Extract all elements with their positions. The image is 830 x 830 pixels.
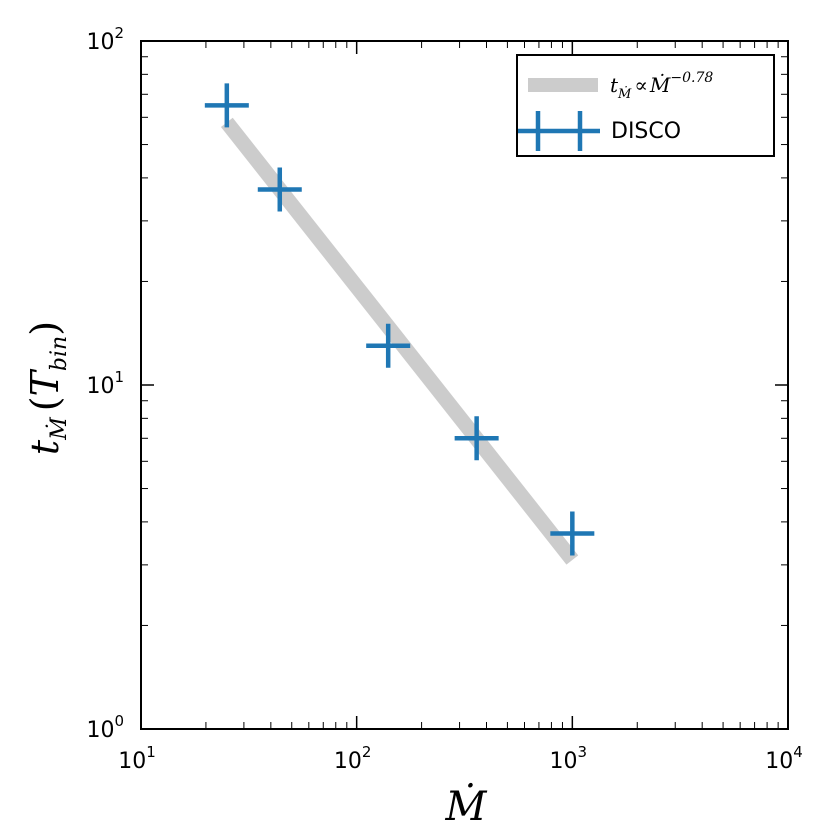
data-point xyxy=(366,323,411,368)
x-tick-label: 102 xyxy=(334,743,372,774)
y-tick-labels: 100 101 102 xyxy=(86,24,124,743)
y-tick-label: 102 xyxy=(86,24,124,55)
legend-series-label: DISCO xyxy=(611,119,681,144)
legend-fit-sub: Ṁ xyxy=(617,85,632,102)
plot-content xyxy=(204,83,595,565)
y-label-T: T xyxy=(23,368,67,396)
x-tick-label: 103 xyxy=(550,743,588,774)
y-label-T-sub: bin xyxy=(47,336,72,371)
y-label-t: t xyxy=(23,439,67,455)
x-axis-title: Ṁ xyxy=(445,783,488,830)
y-tick-label: 100 xyxy=(86,712,124,743)
legend-box xyxy=(516,54,775,157)
x-axis-label: Ṁ xyxy=(445,783,488,830)
legend-series-swatch xyxy=(518,111,600,151)
legend: tṀ ∝ Ṁ−0.78 DISCO xyxy=(516,54,775,157)
x-tick-labels: 101 102 103 104 xyxy=(118,743,803,774)
y-label-paren-close: ) xyxy=(23,321,67,336)
y-tick-label: 101 xyxy=(86,368,124,399)
legend-fit-exp: −0.78 xyxy=(670,70,713,86)
x-tick-label: 101 xyxy=(118,743,156,774)
legend-fit-base: Ṁ xyxy=(649,73,671,97)
y-label-sub: Ṁ xyxy=(45,417,72,441)
legend-fit-propto: ∝ xyxy=(634,73,648,97)
data-point xyxy=(550,511,595,556)
fit-line xyxy=(220,117,579,565)
legend-fit-label: tṀ ∝ Ṁ−0.78 xyxy=(610,70,713,102)
legend-fit-t: t xyxy=(610,73,619,97)
data-point xyxy=(204,83,249,128)
data-point xyxy=(454,416,499,461)
y-label-paren-open: ( xyxy=(23,396,67,411)
svg-text:tṀ(Tbin): tṀ (Tbin) xyxy=(23,321,72,455)
x-tick-label: 104 xyxy=(765,743,803,774)
data-point xyxy=(257,167,302,212)
y-axis-title: tṀ (Tbin) xyxy=(23,321,72,455)
plot-frame xyxy=(140,40,789,730)
minor-ticks xyxy=(141,41,788,729)
